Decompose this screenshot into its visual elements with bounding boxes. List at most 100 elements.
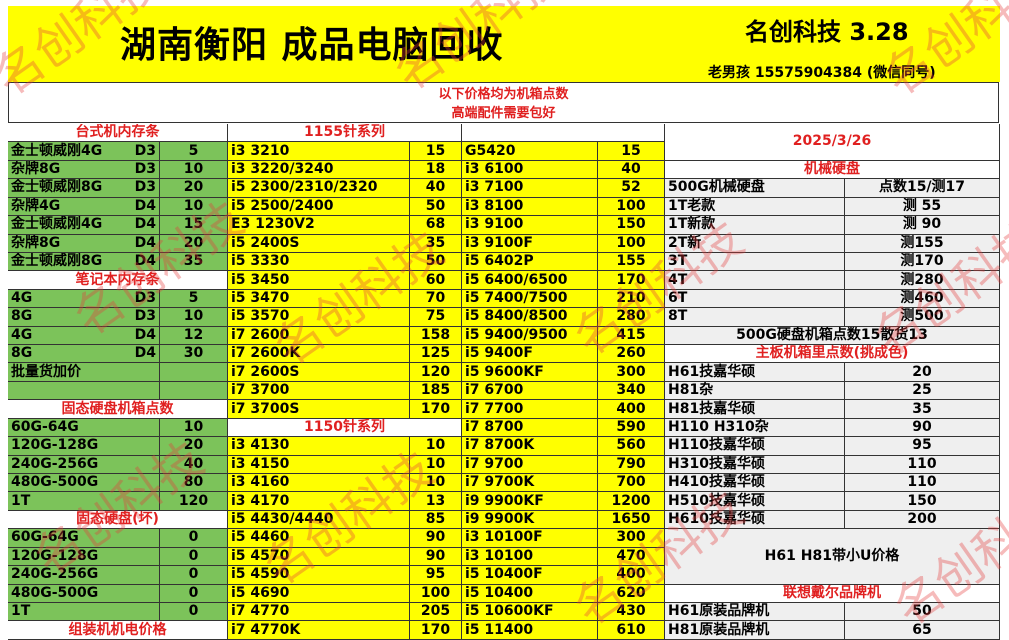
memory-name: 4G — [11, 326, 33, 343]
motherboard-name: H110 H310杂 — [665, 418, 845, 438]
cpu-points: 205 — [410, 602, 462, 622]
section-title-laptop-memory: 笔记本内存条 — [8, 271, 228, 290]
section-title-ssd-broken: 固态硬盘(坏) — [8, 510, 228, 530]
cpu-model: i5 3570 — [228, 308, 410, 327]
hdd-points: 测155 — [845, 234, 1000, 253]
cpu-points: 85 — [410, 510, 462, 530]
memory-type: D4 — [134, 326, 156, 343]
cpu-model: i3 3220/3240 — [228, 160, 410, 180]
cpu-points: 790 — [598, 455, 665, 475]
cpu-points: 68 — [410, 216, 462, 235]
brand-label: 名创科技 3.28 — [745, 18, 909, 46]
hdd-points: 测460 — [845, 289, 1000, 309]
motherboard-points: 150 — [845, 492, 1000, 511]
cpu-points: 40 — [410, 179, 462, 198]
section-title-desktop-memory: 台式机内存条 — [8, 124, 228, 143]
cpu-points: 700 — [598, 474, 665, 493]
motherboard-name: H110技嘉华硕 — [665, 437, 845, 456]
memory-name-cell: 8G D4 — [8, 345, 160, 364]
cpu-points: 170 — [598, 271, 665, 290]
notice: 以下价格均为机箱点数 高端配件需要包好 — [8, 82, 999, 123]
cpu-points: 170 — [410, 621, 462, 640]
motherboard-points: 110 — [845, 455, 1000, 475]
hdd-points: 测170 — [845, 252, 1000, 272]
memory-name: 8G — [11, 308, 33, 325]
memory-name-cell: 杂牌8G D4 — [8, 234, 160, 253]
bulk-label: 批量货加价 — [8, 363, 160, 382]
hdd-name: 2T新 — [665, 234, 845, 253]
cpu-model: i3 7100 — [462, 179, 598, 198]
date-label: 2025/3/26 — [665, 124, 1000, 161]
empty-cell — [160, 363, 228, 382]
cpu-points: 100 — [410, 584, 462, 603]
memory-points: 5 — [160, 289, 228, 309]
cpu-points: 120 — [410, 363, 462, 382]
cpu-points: 340 — [598, 381, 665, 401]
motherboard-points: 20 — [845, 363, 1000, 382]
memory-name-cell: 杂牌8G D3 — [8, 160, 160, 180]
cpu-model: i7 4770K — [228, 621, 410, 640]
cpu-points: 280 — [598, 308, 665, 327]
ssd-size: 1T — [8, 602, 160, 622]
section-title-assembled: 组装机机电价格 — [8, 621, 228, 640]
cpu-points: 185 — [410, 381, 462, 401]
memory-points: 35 — [160, 252, 228, 272]
cpu-model: E3 1230V2 — [228, 216, 410, 235]
cpu-model: i7 2600 — [228, 326, 410, 346]
hdd-points: 测280 — [845, 271, 1000, 290]
brand-pc-name: H61原装品牌机 — [665, 602, 845, 622]
cpu-points: 50 — [410, 252, 462, 272]
ssd-points: 0 — [160, 584, 228, 603]
ssd-points: 40 — [160, 455, 228, 475]
cpu-points: 10 — [410, 474, 462, 493]
memory-points: 10 — [160, 308, 228, 327]
motherboard-name: H81杂 — [665, 381, 845, 401]
memory-name: 金士顿威刚4G — [11, 142, 103, 159]
cpu-points: 90 — [410, 547, 462, 567]
cpu-points: 100 — [598, 234, 665, 253]
memory-points: 10 — [160, 197, 228, 217]
memory-type: D4 — [134, 197, 156, 214]
memory-name: 4G — [11, 290, 33, 306]
memory-name: 金士顿威刚8G — [11, 179, 103, 196]
memory-points: 12 — [160, 326, 228, 346]
cpu-points: 52 — [598, 179, 665, 198]
cpu-points: 400 — [598, 400, 665, 419]
cpu-points: 470 — [598, 547, 665, 567]
hdd-name: 500G机械硬盘 — [665, 179, 845, 198]
cpu-points: 590 — [598, 418, 665, 438]
cpu-model: i3 10100F — [462, 529, 598, 548]
cpu-points: 10 — [410, 455, 462, 475]
cpu-model: i5 11400 — [462, 621, 598, 640]
memory-points: 20 — [160, 234, 228, 253]
cpu-points: 210 — [598, 289, 665, 309]
cpu-model: i3 3210 — [228, 142, 410, 161]
cpu-model: i5 3330 — [228, 252, 410, 272]
empty-cell — [8, 381, 160, 401]
cpu-model: i3 6100 — [462, 160, 598, 180]
ssd-size: 1T — [8, 492, 160, 511]
ssd-size: 60G-64G — [8, 529, 160, 548]
memory-name-cell: 杂牌4G D4 — [8, 197, 160, 217]
ssd-points: 10 — [160, 418, 228, 438]
cpu-points: 560 — [598, 437, 665, 456]
motherboard-name: H610技嘉华硕 — [665, 510, 845, 530]
cpu-points: 155 — [598, 252, 665, 272]
ssd-size: 240G-256G — [8, 566, 160, 585]
cpu-points: 430 — [598, 602, 665, 622]
memory-name: 8G — [11, 345, 33, 362]
cpu-model: i7 7700 — [462, 400, 598, 419]
memory-type: D4 — [134, 216, 156, 233]
cpu-model: i3 8100 — [462, 197, 598, 217]
cpu-model: i5 10600KF — [462, 602, 598, 622]
motherboard-points: 90 — [845, 418, 1000, 438]
small-cpu-note: H61 H81带小U价格 — [665, 529, 1000, 585]
notice-line: 以下价格均为机箱点数 — [438, 87, 569, 102]
cpu-points: 610 — [598, 621, 665, 640]
price-table: 台式机内存条 金士顿威刚4G D3 5 杂牌8G D3 10 金士顿威刚8G D3 20 杂牌4G D… — [8, 124, 1000, 640]
cpu-model: i5 4690 — [228, 584, 410, 603]
cpu-model: i7 3700S — [228, 400, 410, 419]
cpu-points: 95 — [410, 566, 462, 585]
cpu-model: i5 7400/7500 — [462, 289, 598, 309]
ssd-size: 240G-256G — [8, 455, 160, 475]
